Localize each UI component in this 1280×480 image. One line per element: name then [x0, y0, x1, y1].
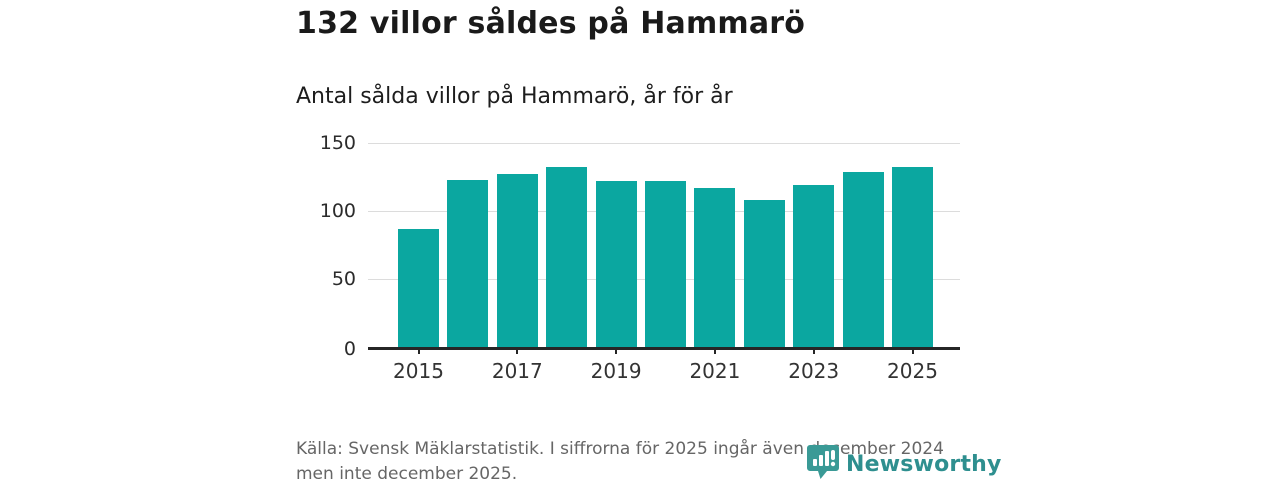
- source-note-line-1: Källa: Svensk Mäklarstatistik. I siffror…: [296, 439, 944, 459]
- x-tick-label-2015: 2015: [393, 359, 444, 383]
- y-tick-label-100: 100: [319, 200, 356, 222]
- newsworthy-logo: Newsworthy: [806, 444, 1002, 480]
- bar-chart-plot-area: [368, 143, 960, 350]
- x-tick-2021: [713, 347, 716, 354]
- y-tick-label-150: 150: [319, 132, 356, 154]
- x-tick-2019: [615, 347, 618, 354]
- bar-2021: [694, 187, 736, 347]
- bar-2017: [496, 174, 538, 347]
- bar-2018: [546, 167, 588, 347]
- x-tick-label-2019: 2019: [590, 359, 642, 383]
- bar-2023: [793, 185, 835, 347]
- newsworthy-badge-chart-icon: [806, 444, 840, 480]
- x-tick-2025: [911, 347, 914, 354]
- x-tick-2017: [516, 347, 519, 354]
- x-tick-label-2021: 2021: [689, 359, 741, 383]
- bar-2025: [892, 167, 933, 347]
- x-tick-label-2017: 2017: [491, 359, 543, 383]
- bar-2020: [645, 181, 686, 347]
- source-note-line-2: men inte december 2025.: [296, 464, 518, 480]
- bar-2019: [595, 181, 637, 347]
- bar-2022: [743, 200, 785, 347]
- source-note: Källa: Svensk Mäklarstatistik. I siffror…: [296, 437, 976, 480]
- x-tick-2023: [812, 347, 815, 354]
- bar-2015: [398, 228, 439, 347]
- x-tick-2015: [417, 347, 420, 354]
- y-tick-label-50: 50: [331, 268, 356, 290]
- bar-2016: [447, 179, 489, 347]
- x-tick-label-2025: 2025: [887, 359, 938, 383]
- newsworthy-logo-text: Newsworthy: [846, 451, 1002, 477]
- y-tick-label-0: 0: [343, 337, 356, 360]
- bar-2024: [842, 171, 884, 347]
- chart-title: 132 villor såldes på Hammarö: [296, 6, 806, 41]
- chart-subtitle: Antal sålda villor på Hammarö, år för år: [296, 84, 733, 109]
- gridline-150: [368, 143, 960, 144]
- x-tick-label-2023: 2023: [788, 359, 840, 383]
